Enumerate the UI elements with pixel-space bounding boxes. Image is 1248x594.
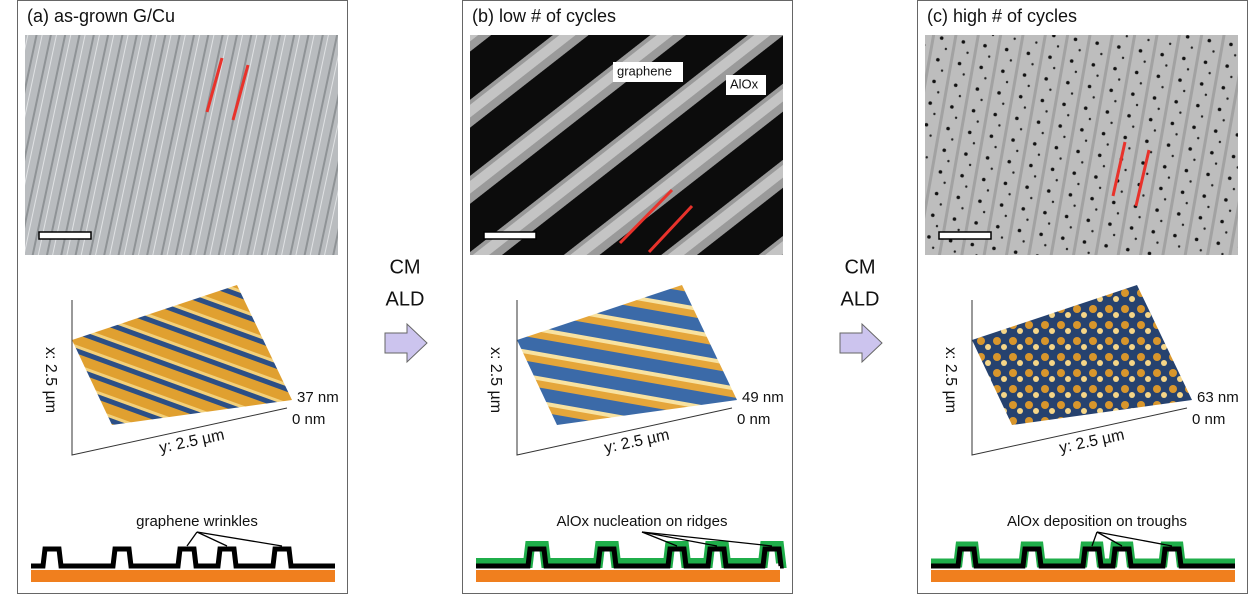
afm-x-label: x: 2.5 µm	[942, 347, 959, 413]
scale-bar	[39, 232, 91, 239]
block-arrow	[840, 324, 882, 362]
graphene-line	[31, 549, 335, 566]
afm-y-label: y: 2.5 µm	[603, 427, 671, 457]
sem-image	[925, 35, 1238, 255]
pointer	[187, 532, 197, 546]
afm-z-min: 0 nm	[292, 411, 325, 428]
scale-bar	[939, 232, 991, 239]
copper	[31, 570, 335, 582]
figure: (a) as-grown G/Cu x: 2.5 µm y: 2.5 µm 37 nm…	[0, 0, 1248, 594]
alox-coating	[476, 546, 781, 563]
arrow-text: CM	[844, 256, 875, 278]
image-label: AlOx	[730, 76, 759, 91]
afm-x-label: x: 2.5 µm	[42, 347, 59, 413]
afm-z-max: 49 nm	[742, 389, 784, 406]
schematic-label: graphene wrinkles	[136, 513, 258, 530]
image-label: graphene	[617, 63, 672, 78]
block-arrow	[385, 324, 427, 362]
afm-z-min: 0 nm	[737, 411, 770, 428]
pointer	[197, 532, 282, 546]
afm-z-max: 37 nm	[297, 389, 339, 406]
scale-bar	[484, 232, 536, 239]
copper	[476, 570, 780, 582]
afm-surface	[972, 285, 1192, 425]
schematic-label: AlOx nucleation on ridges	[557, 513, 728, 530]
afm-surface	[72, 285, 292, 425]
afm-x-label: x: 2.5 µm	[487, 347, 504, 413]
copper	[931, 570, 1235, 582]
arrow-text: ALD	[386, 288, 425, 310]
afm-z-max: 63 nm	[1197, 389, 1239, 406]
panel-title: (a) as-grown G/Cu	[27, 6, 175, 26]
afm-y-label: y: 2.5 µm	[1058, 427, 1126, 457]
panel-title: (b) low # of cycles	[472, 6, 616, 26]
afm-surface	[517, 285, 737, 425]
afm-y-label: y: 2.5 µm	[158, 427, 226, 457]
arrow-text: CM	[389, 256, 420, 278]
arrow-text: ALD	[841, 288, 880, 310]
sem-image	[25, 35, 338, 255]
panel-title: (c) high # of cycles	[927, 6, 1077, 26]
afm-z-min: 0 nm	[1192, 411, 1225, 428]
schematic-label: AlOx deposition on troughs	[1007, 513, 1187, 530]
